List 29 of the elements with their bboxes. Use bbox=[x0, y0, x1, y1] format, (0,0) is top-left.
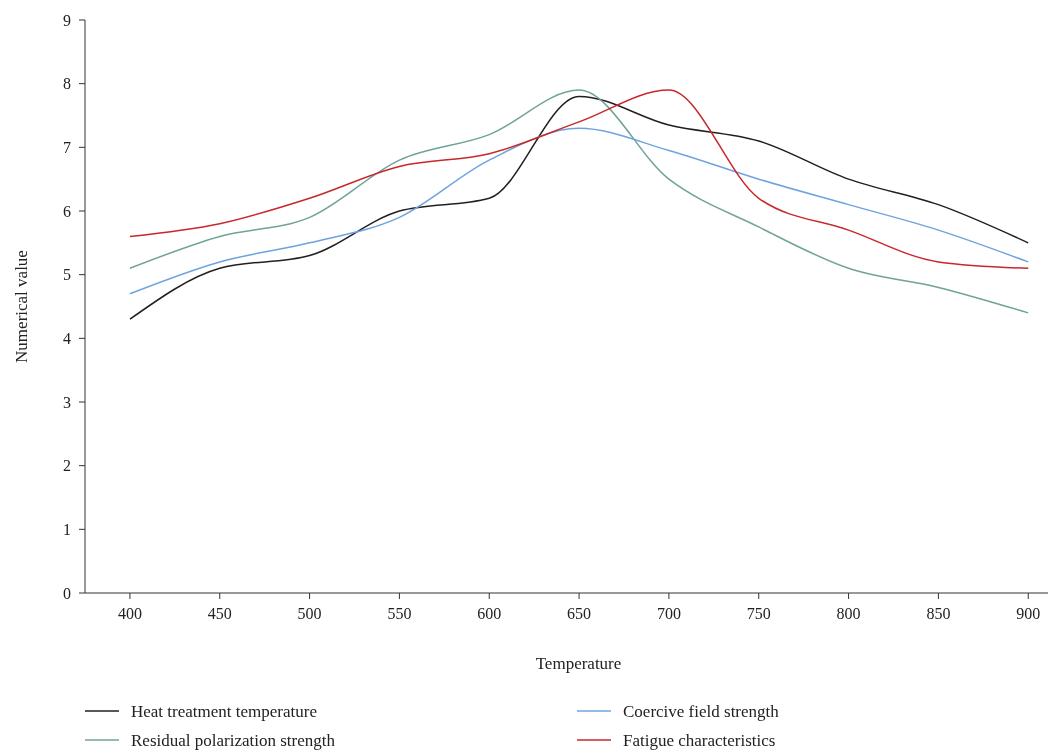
x-tick-label: 850 bbox=[926, 605, 951, 622]
y-tick-label: 3 bbox=[63, 393, 71, 411]
y-tick-label: 8 bbox=[63, 75, 71, 93]
y-tick-label: 6 bbox=[63, 202, 71, 220]
legend-label: Residual polarization strength bbox=[131, 730, 336, 750]
y-tick-label: 9 bbox=[63, 11, 71, 29]
x-tick-label: 400 bbox=[117, 605, 142, 622]
legend-label: Fatigue characteristics bbox=[623, 730, 776, 750]
line-series bbox=[129, 127, 1029, 295]
y-tick-label: 5 bbox=[63, 266, 71, 284]
y-tick-label: 4 bbox=[63, 329, 71, 347]
legend-label: Coercive field strength bbox=[623, 701, 780, 721]
x-axis-title: Temperature bbox=[535, 654, 622, 673]
x-tick-label: 450 bbox=[207, 605, 232, 622]
x-tick-label: 550 bbox=[387, 605, 412, 622]
line-series bbox=[129, 89, 1029, 270]
x-tick-label: 750 bbox=[746, 605, 771, 622]
x-tick-label: 900 bbox=[1016, 605, 1041, 622]
y-tick-label: 0 bbox=[63, 584, 71, 602]
x-tick-label: 600 bbox=[477, 605, 502, 622]
x-tick-label: 500 bbox=[297, 605, 322, 622]
x-tick-label: 650 bbox=[567, 605, 592, 622]
y-axis-title: Numerical value bbox=[12, 250, 31, 363]
y-tick-label: 1 bbox=[63, 520, 71, 538]
y-tick-label: 7 bbox=[63, 138, 71, 156]
x-tick-label: 700 bbox=[656, 605, 681, 622]
legend-label: Heat treatment temperature bbox=[131, 701, 317, 721]
x-tick-label: 800 bbox=[836, 605, 861, 622]
y-tick-label: 2 bbox=[63, 457, 71, 475]
